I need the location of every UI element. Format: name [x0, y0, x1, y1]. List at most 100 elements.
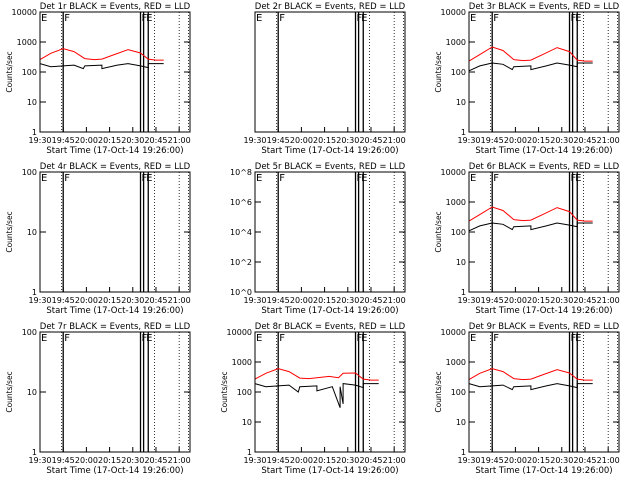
x-tick-label: 21:00 [383, 136, 406, 145]
x-tick-label: 19:30 [243, 296, 266, 305]
plot-frame [39, 331, 191, 453]
panel-title: Det 7r BLACK = Events, RED = LLD [40, 322, 191, 332]
y-tick-label: 100 [451, 228, 466, 237]
x-tick-label: 20:15 [313, 136, 336, 145]
x-tick-label: 19:30 [243, 136, 266, 145]
x-tick-label: 20:45 [573, 456, 596, 465]
y-tick-label: 1 [461, 288, 466, 297]
plot-frame [39, 11, 191, 133]
plot-frame [254, 331, 406, 453]
x-axis-label: Start Time (17-Oct-14 19:26:00) [261, 306, 398, 316]
y-tick-label: 1000 [446, 358, 466, 367]
event-flag-f: F [357, 173, 363, 184]
event-flag-e: E [575, 173, 581, 184]
y-axis-label: Counts/sec [434, 211, 443, 252]
panel-title: Det 4r BLACK = Events, RED = LLD [40, 162, 191, 172]
y-tick-label: 10000 [227, 328, 252, 337]
panel-title: Det 8r BLACK = Events, RED = LLD [255, 322, 406, 332]
x-tick-label: 19:45 [52, 456, 75, 465]
event-flag-e: E [361, 333, 367, 344]
x-tick-label: 19:45 [267, 296, 290, 305]
event-flag-e: E [146, 13, 152, 24]
x-axis-label: Start Time (17-Oct-14 19:26:00) [46, 146, 183, 156]
x-tick-label: 19:45 [52, 136, 75, 145]
panel-title: Det 9r BLACK = Events, RED = LLD [469, 322, 620, 332]
panel-title: Det 3r BLACK = Events, RED = LLD [469, 2, 620, 12]
y-axis-label: Counts/sec [434, 51, 443, 92]
plot-frame [468, 331, 620, 453]
event-flag-e: E [470, 13, 476, 24]
series-line-events [468, 62, 593, 72]
x-tick-label: 19:45 [267, 136, 290, 145]
x-tick-label: 20:00 [504, 136, 527, 145]
event-flag-f: F [279, 333, 285, 344]
y-tick-label: 1 [461, 128, 466, 137]
y-tick-label: 1 [32, 288, 37, 297]
x-tick-label: 20:45 [573, 296, 596, 305]
event-flag-f: F [493, 333, 499, 344]
plot-frame [254, 11, 406, 133]
x-axis-label: Start Time (17-Oct-14 19:26:00) [46, 306, 183, 316]
x-tick-label: 20:45 [144, 456, 167, 465]
x-tick-label: 19:30 [457, 136, 480, 145]
event-flag-f: F [279, 173, 285, 184]
series-line-lld [468, 206, 593, 222]
x-tick-label: 21:00 [597, 296, 620, 305]
panel-title: Det 2r BLACK = Events, RED = LLD [255, 2, 406, 12]
x-tick-label: 20:45 [144, 136, 167, 145]
series-line-lld [254, 368, 379, 381]
x-tick-label: 20:45 [144, 296, 167, 305]
y-axis-label: Counts/sec [220, 371, 229, 412]
event-flag-f: F [64, 13, 70, 24]
event-flag-f: F [357, 13, 363, 24]
event-flag-e: E [146, 333, 152, 344]
x-axis-label: Start Time (17-Oct-14 19:26:00) [475, 146, 612, 156]
y-tick-label: 10000 [441, 8, 466, 17]
series-line-lld [468, 46, 593, 62]
x-tick-label: 19:45 [52, 296, 75, 305]
y-tick-label: 1000 [17, 38, 37, 47]
y-tick-label: 10 [27, 228, 37, 237]
x-tick-label: 20:15 [98, 296, 121, 305]
y-tick-label: 10 [27, 388, 37, 397]
x-tick-label: 20:30 [121, 296, 144, 305]
event-flag-e: E [41, 333, 47, 344]
x-tick-label: 20:00 [504, 296, 527, 305]
y-tick-label: 100 [22, 168, 37, 177]
event-flag-f: F [142, 333, 148, 344]
plot-frame [39, 171, 191, 293]
x-tick-label: 19:30 [28, 456, 51, 465]
x-tick-label: 20:30 [121, 456, 144, 465]
y-tick-label: 10 [242, 418, 252, 427]
event-flag-f: F [279, 13, 285, 24]
x-tick-label: 20:15 [98, 456, 121, 465]
x-tick-label: 20:45 [573, 136, 596, 145]
x-tick-label: 20:30 [336, 456, 359, 465]
x-tick-label: 20:15 [527, 456, 550, 465]
event-flag-f: F [357, 333, 363, 344]
x-tick-label: 20:45 [359, 456, 382, 465]
event-flag-f: F [493, 173, 499, 184]
event-flag-e: E [575, 13, 581, 24]
x-tick-label: 20:30 [336, 136, 359, 145]
y-tick-label: 10000 [441, 328, 466, 337]
event-flag-e: E [41, 13, 47, 24]
event-flag-e: E [256, 333, 262, 344]
x-tick-label: 19:30 [243, 456, 266, 465]
x-tick-label: 20:00 [75, 296, 98, 305]
y-tick-label: 10^2 [230, 258, 252, 267]
y-tick-label: 1 [247, 448, 252, 457]
event-flag-e: E [470, 333, 476, 344]
x-axis-label: Start Time (17-Oct-14 19:26:00) [475, 306, 612, 316]
plot-frame [468, 171, 620, 293]
x-tick-label: 20:45 [359, 296, 382, 305]
x-tick-label: 20:00 [290, 136, 313, 145]
series-line-events [468, 222, 593, 232]
